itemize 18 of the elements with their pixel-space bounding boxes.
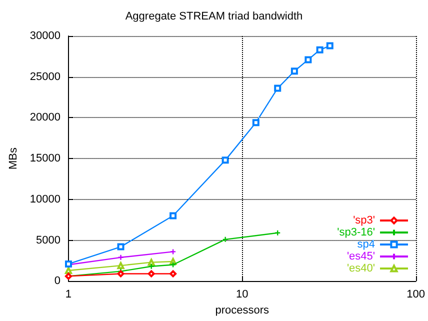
x-tick-label: 1 bbox=[65, 288, 72, 301]
y-tick-label: 30000 bbox=[30, 30, 60, 42]
legend-label: 'es45' bbox=[346, 250, 375, 262]
legend-label: 'sp3' bbox=[353, 214, 375, 226]
x-tick-label: 10 bbox=[236, 288, 248, 301]
y-axis-title: MBs bbox=[8, 147, 20, 170]
legend-label: 'es40' bbox=[346, 262, 375, 274]
x-axis-title: processors bbox=[215, 304, 270, 316]
y-tick-label: 15000 bbox=[30, 152, 60, 165]
y-tick-label: 0 bbox=[54, 275, 60, 288]
y-tick-label: 25000 bbox=[30, 70, 60, 83]
y-tick-label: 10000 bbox=[30, 193, 60, 206]
y-tick-label: 20000 bbox=[30, 112, 60, 124]
legend-label: 'sp3-16' bbox=[337, 226, 375, 238]
y-tick-label: 5000 bbox=[36, 234, 60, 246]
chart-title: Aggregate STREAM triad bandwidth bbox=[125, 10, 303, 22]
x-tick-label: 100 bbox=[406, 288, 426, 301]
legend-label: sp4 bbox=[357, 238, 375, 250]
